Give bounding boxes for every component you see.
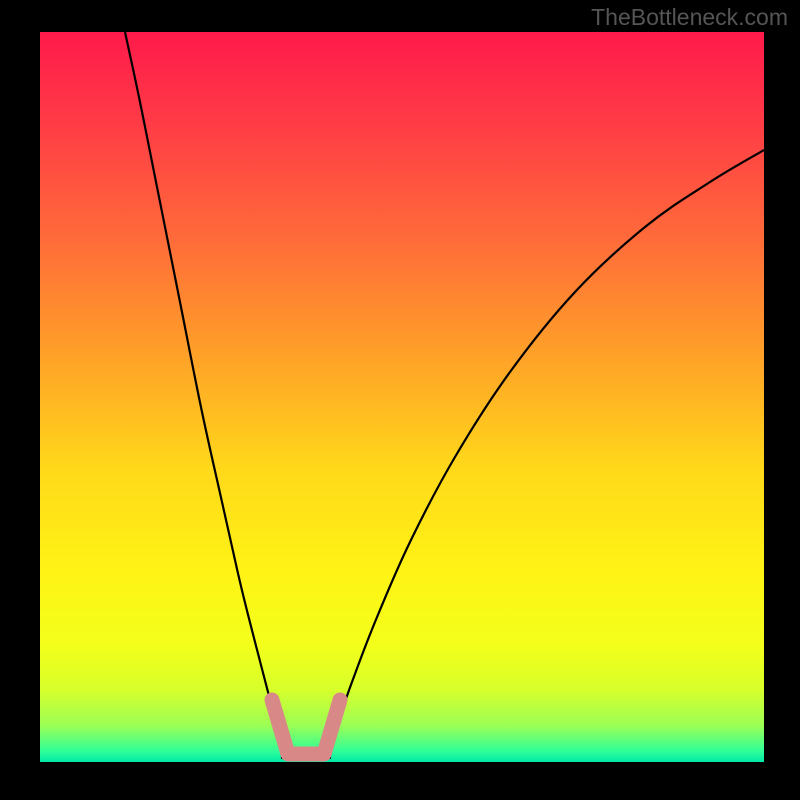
curve-layer <box>40 32 764 762</box>
plot-area <box>40 32 764 762</box>
bottleneck-curve <box>125 32 764 758</box>
bottleneck-indicator <box>272 700 340 754</box>
chart-container: TheBottleneck.com <box>0 0 800 800</box>
watermark-text: TheBottleneck.com <box>591 4 788 31</box>
